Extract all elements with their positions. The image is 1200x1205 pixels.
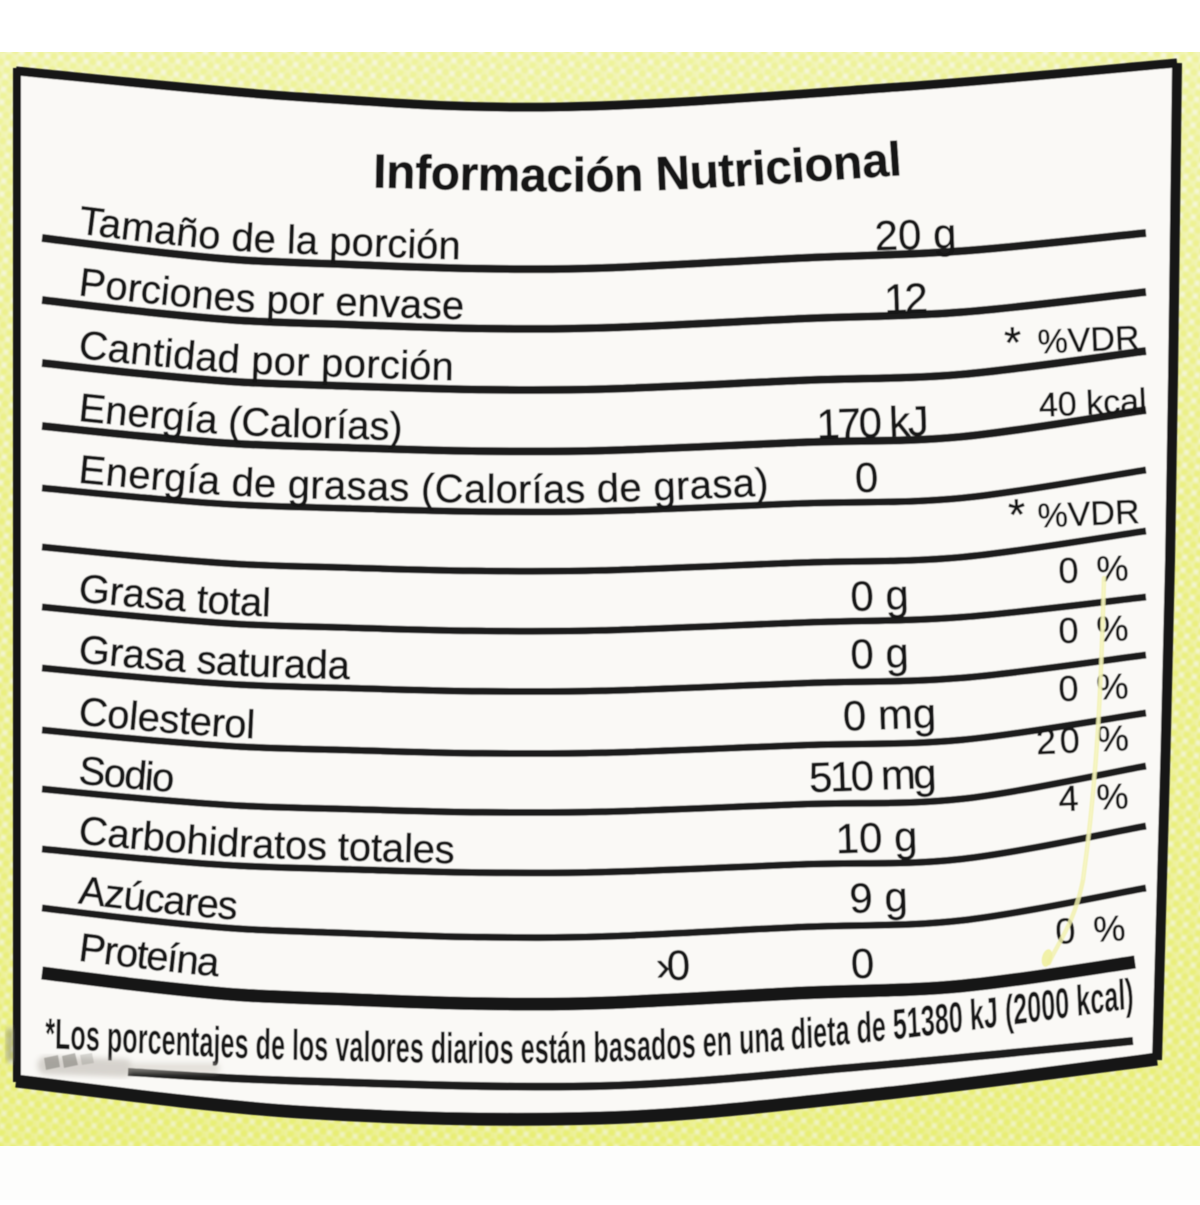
svg-text:9 g: 9 g [848,873,908,922]
svg-text:%VDR: %VDR [1037,319,1141,361]
svg-text:Sodio: Sodio [77,749,175,801]
svg-text:%VDR: %VDR [1037,493,1141,535]
svg-text:510 mg: 510 mg [808,750,935,801]
svg-text:0 mg: 0 mg [842,689,937,739]
svg-text:0: 0 [850,940,875,988]
svg-text:0 %: 0 % [1058,665,1134,709]
svg-text:0: 0 [854,454,879,502]
svg-text:170 kJ: 170 kJ [816,397,928,448]
svg-text:0 g: 0 g [849,571,909,620]
svg-text:0 g: 0 g [849,629,909,678]
svg-text:*: * [1003,318,1022,368]
svg-text:40 kcal: 40 kcal [1038,382,1147,425]
svg-text:0 %: 0 % [1058,607,1134,651]
svg-text:0 %: 0 % [1058,547,1134,591]
svg-text:10 g: 10 g [835,813,918,863]
svg-text:*: * [1007,490,1026,540]
svg-text:20 %: 20 % [1035,717,1133,762]
svg-text:20 g: 20 g [874,210,957,260]
svg-text:12: 12 [883,274,927,322]
svg-text:›0: ›0 [655,941,690,989]
